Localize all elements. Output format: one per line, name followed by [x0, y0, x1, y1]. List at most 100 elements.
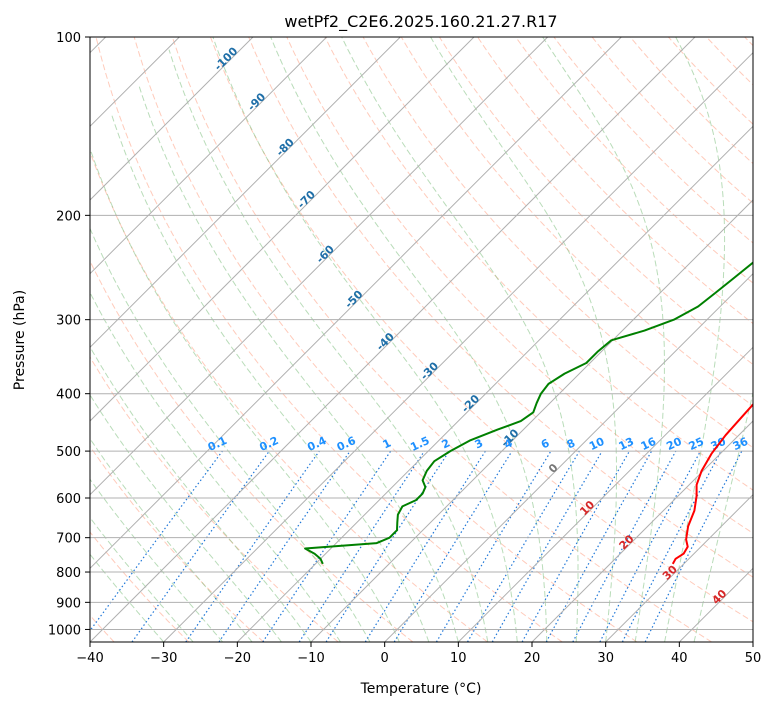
dry-adiabat: [400, 37, 753, 407]
isotherm-label: -60: [314, 242, 337, 265]
dry-adiabat: [744, 37, 753, 47]
x-axis-title: Temperature (°C): [360, 681, 482, 697]
isotherm-label: -100: [212, 44, 241, 73]
mixing-ratio-label: 25: [687, 435, 706, 453]
x-tick-label: 50: [745, 651, 762, 666]
mixing-ratio-line: [644, 450, 743, 642]
x-tick-label: 0: [381, 651, 389, 666]
isotherm-label: -50: [342, 288, 365, 311]
mixing-ratio-label: 2: [440, 436, 452, 451]
isotherm-line: [90, 37, 549, 496]
isotherm-line: [90, 37, 254, 201]
moist-adiabat: [341, 37, 579, 642]
y-tick-label: 500: [56, 445, 81, 460]
isotherm-line: [90, 37, 401, 349]
x-axis: −40 −30 −20 −10 0 10 20 30 40 50: [76, 642, 761, 666]
mixing-ratio-label: 36: [731, 435, 751, 453]
moist-adiabat: [90, 345, 312, 642]
dry-adiabat: [706, 37, 753, 86]
dry-adiabat: [90, 259, 414, 642]
mixing-ratio-label: 8: [565, 436, 577, 451]
y-tick-label: 300: [56, 314, 81, 329]
x-tick-label: −40: [76, 651, 103, 666]
moist-adiabat: [137, 83, 459, 642]
dry-adiabat: [90, 445, 264, 642]
y-axis-title: Pressure (hPa): [12, 290, 28, 390]
y-tick-label: 400: [56, 388, 81, 403]
mixing-ratio-line: [298, 450, 425, 642]
plot-frame: [89, 36, 754, 643]
moist-adiabat: [664, 37, 726, 642]
mixing-ratio-line: [521, 450, 631, 642]
dry-adiabat: [90, 531, 190, 642]
mixing-ratio-line: [262, 450, 392, 642]
x-tick-label: 30: [597, 651, 614, 666]
x-tick-label: −10: [297, 651, 324, 666]
mixing-ratio-line: [599, 450, 702, 642]
y-tick-label: 800: [56, 566, 81, 581]
isotherm-line: [752, 641, 753, 642]
mixing-ratio-line: [325, 450, 450, 642]
moist-adiabat: [90, 553, 165, 642]
mixing-ratio-label: 20: [664, 435, 684, 453]
moist-adiabat: [90, 516, 194, 642]
y-tick-label: 1000: [48, 623, 81, 638]
moist-adiabat: [430, 37, 617, 642]
y-tick-label: 900: [56, 596, 81, 611]
mixing-ratio-line: [545, 450, 653, 642]
moist-adiabat: [90, 227, 371, 642]
dry-adiabat: [591, 37, 753, 204]
isotherm-label: -70: [295, 188, 318, 211]
isotherm-label: -90: [245, 90, 268, 113]
mixing-ratio-label: 16: [639, 435, 659, 453]
mixing-ratio-line: [466, 450, 580, 642]
y-tick-label: 200: [56, 209, 81, 224]
mixing-ratio-line: [90, 450, 223, 632]
x-tick-label: 10: [450, 651, 467, 666]
isotherm-line: [90, 37, 475, 422]
mixing-ratio-line: [185, 450, 320, 642]
mixing-ratio-label: 1: [381, 436, 393, 451]
x-tick-label: 40: [671, 651, 688, 666]
mixing-ratio-line: [218, 450, 351, 642]
isotherm-line: [678, 567, 753, 642]
y-axis: 1000 900 800 700 600 500 400 300 200 100: [48, 31, 90, 638]
chart-title: wetPf2_C2E6.2025.160.21.27.R17: [284, 12, 557, 32]
temperature-profile-line: [671, 402, 753, 565]
mixing-ratio-line: [572, 450, 677, 642]
isotherm-line: [384, 272, 753, 642]
isotherm-line: [457, 346, 753, 642]
y-tick-label: 600: [56, 492, 81, 507]
isotherm-line: [90, 37, 622, 570]
dry-adiabat: [90, 150, 488, 642]
x-tick-label: −30: [150, 651, 177, 666]
isotherm-label: 10: [577, 498, 597, 518]
mixing-ratio-label: 6: [539, 436, 552, 451]
isotherm-line: [90, 37, 328, 275]
isotherm-label: -40: [374, 330, 397, 353]
dry-adiabat: [95, 37, 563, 642]
isotherm-label: 40: [709, 587, 729, 607]
moist-adiabat: [542, 37, 665, 642]
isotherm-line: [531, 420, 753, 642]
x-tick-label: −20: [224, 651, 251, 666]
dry-adiabat: [90, 356, 339, 642]
x-tick-label: 20: [524, 651, 541, 666]
moist-adiabat: [90, 394, 282, 642]
chart-grid: -100-90-80-70-60-50-40-30-20-10010203040…: [90, 37, 753, 642]
isotherm-label: 20: [617, 532, 637, 552]
moist-adiabat: [168, 49, 489, 642]
isotherm-line: [163, 51, 753, 642]
moist-adiabat: [90, 437, 253, 642]
mixing-ratio-label: 13: [617, 435, 636, 453]
dry-adiabat: [210, 37, 753, 623]
y-tick-label: 100: [56, 31, 81, 46]
moist-adiabat: [90, 478, 223, 642]
dry-adiabat: [248, 37, 753, 578]
moist-adiabat: [90, 147, 400, 642]
y-tick-label: 700: [56, 532, 81, 547]
isotherm-line: [236, 125, 753, 642]
chart-series: [304, 261, 753, 565]
dry-adiabat: [438, 37, 753, 366]
